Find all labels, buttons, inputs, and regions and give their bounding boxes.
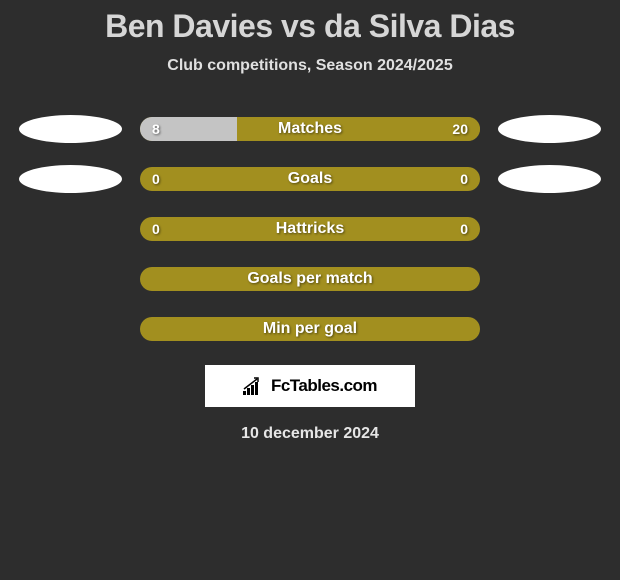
- stat-right-value: 20: [452, 121, 468, 137]
- stat-row: 0 Goals 0: [0, 165, 620, 193]
- stat-label: Goals per match: [247, 270, 372, 288]
- stat-bar: Goals per match: [140, 267, 480, 291]
- chart-icon: [243, 377, 267, 395]
- bar-fill-right: [237, 117, 480, 141]
- stat-bar: 0 Goals 0: [140, 167, 480, 191]
- attribution-inner: FcTables.com: [243, 376, 377, 396]
- stat-bar: Min per goal: [140, 317, 480, 341]
- stat-label: Min per goal: [263, 320, 357, 338]
- stat-label: Hattricks: [276, 220, 344, 238]
- attribution-text: FcTables.com: [271, 376, 377, 396]
- stat-left-value: 8: [152, 121, 160, 137]
- stat-left-value: 0: [152, 171, 160, 187]
- stat-label: Goals: [288, 170, 332, 188]
- stat-right-value: 0: [460, 221, 468, 237]
- stat-row: Min per goal: [0, 315, 620, 343]
- stats-list: 8 Matches 20 0 Goals 0 0 Hattricks 0 Goals per ma…: [0, 115, 620, 343]
- stat-left-value: 0: [152, 221, 160, 237]
- date-text: 10 december 2024: [0, 425, 620, 443]
- player-left-ellipse: [19, 165, 122, 193]
- attribution-badge: FcTables.com: [205, 365, 415, 407]
- stat-row: Goals per match: [0, 265, 620, 293]
- player-right-ellipse: [498, 165, 601, 193]
- page-subtitle: Club competitions, Season 2024/2025: [0, 57, 620, 75]
- stat-row: 0 Hattricks 0: [0, 215, 620, 243]
- player-left-ellipse: [19, 115, 122, 143]
- stat-right-value: 0: [460, 171, 468, 187]
- stat-label: Matches: [278, 120, 342, 138]
- stat-bar: 8 Matches 20: [140, 117, 480, 141]
- page-title: Ben Davies vs da Silva Dias: [0, 8, 620, 45]
- comparison-card: Ben Davies vs da Silva Dias Club competi…: [0, 0, 620, 443]
- stat-bar: 0 Hattricks 0: [140, 217, 480, 241]
- stat-row: 8 Matches 20: [0, 115, 620, 143]
- player-right-ellipse: [498, 115, 601, 143]
